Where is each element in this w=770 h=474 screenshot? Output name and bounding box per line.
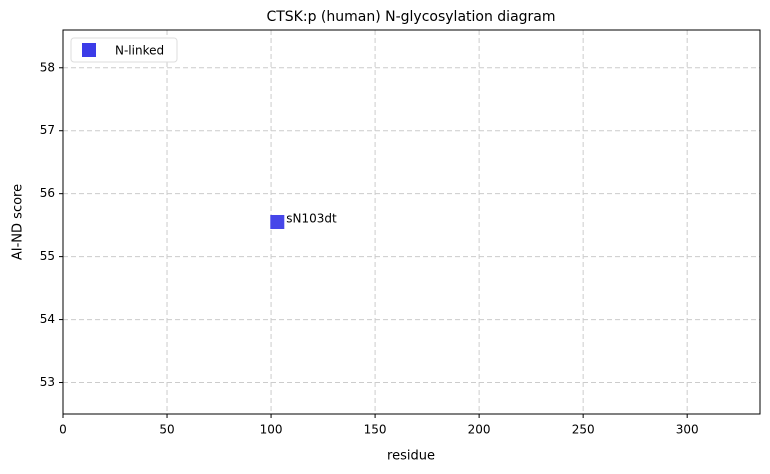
x-tick-label: 300 <box>676 423 699 437</box>
legend-box <box>70 37 178 63</box>
x-tick-label: 50 <box>159 423 174 437</box>
legend-marker <box>82 43 96 57</box>
data-point <box>270 215 285 229</box>
y-tick-label: 56 <box>40 186 55 200</box>
x-tick-label: 200 <box>468 423 491 437</box>
x-tick-label: 0 <box>59 423 67 437</box>
y-axis-label: AI-ND score <box>11 184 26 260</box>
x-tick-label: 150 <box>364 423 387 437</box>
x-tick-label: 250 <box>572 423 595 437</box>
legend-label: N-linked <box>115 44 164 58</box>
x-axis-label: residue <box>387 449 435 464</box>
plot-frame <box>62 29 761 415</box>
x-tick-label: 100 <box>260 423 283 437</box>
y-tick-label: 54 <box>40 312 55 326</box>
y-tick-label: 55 <box>40 249 55 263</box>
chart-title: CTSK:p (human) N-glycosylation diagram <box>266 9 555 25</box>
y-tick-label: 53 <box>40 375 55 389</box>
point-label: sN103dt <box>286 212 337 226</box>
y-tick-label: 57 <box>40 123 55 137</box>
y-tick-label: 58 <box>40 60 55 74</box>
